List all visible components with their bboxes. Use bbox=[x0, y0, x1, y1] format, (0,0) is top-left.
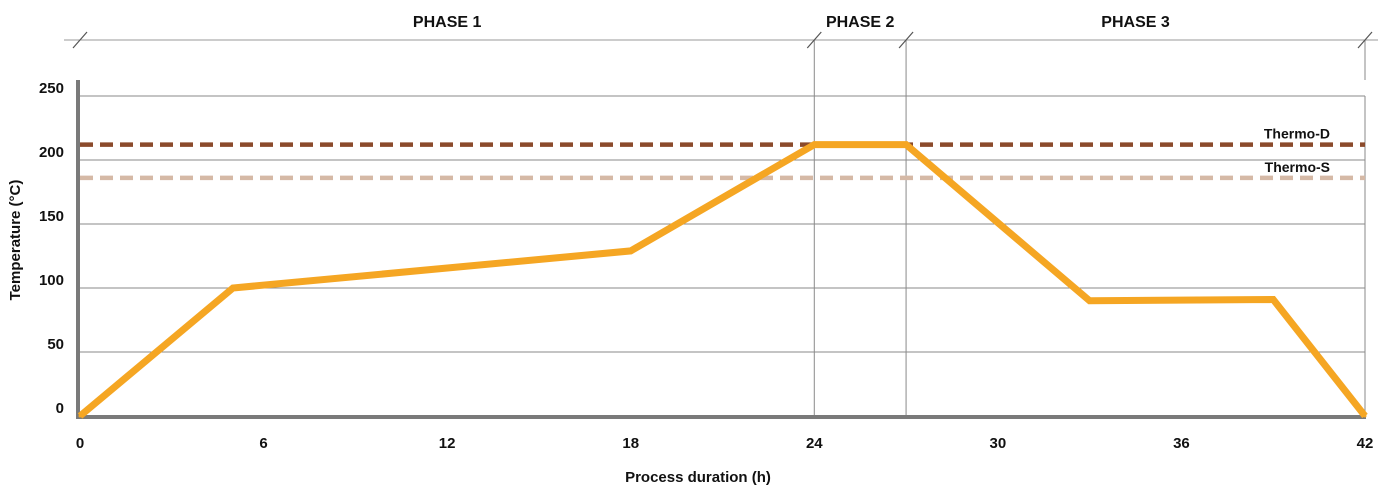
y-axis-line bbox=[76, 80, 80, 418]
gridlines bbox=[80, 40, 1366, 416]
data-point-0 bbox=[78, 414, 82, 418]
phase-tick-0 bbox=[72, 31, 88, 49]
y-tick-label-50: 50 bbox=[47, 336, 64, 353]
phase-label-2: PHASE 2 bbox=[826, 14, 895, 31]
y-tick-label-0: 0 bbox=[56, 400, 64, 417]
x-tick-label-12: 12 bbox=[439, 435, 456, 452]
x-tick-label-36: 36 bbox=[1173, 435, 1190, 452]
x-axis-title: Process duration (h) bbox=[625, 469, 771, 486]
x-tick-label-30: 30 bbox=[990, 435, 1007, 452]
data-point-5 bbox=[1088, 299, 1092, 303]
data-point-3 bbox=[812, 143, 816, 147]
phase-tick-42 bbox=[1357, 31, 1373, 49]
data-point-6 bbox=[1271, 298, 1275, 302]
reference-label-thermo-d: Thermo-D bbox=[1264, 126, 1330, 142]
y-axis-title: Temperature (°C) bbox=[7, 180, 24, 301]
x-tick-label-0: 0 bbox=[76, 435, 84, 452]
data-point-2 bbox=[629, 249, 633, 253]
phase-label-1: PHASE 1 bbox=[413, 14, 482, 31]
y-tick-label-250: 250 bbox=[39, 80, 64, 97]
data-point-4 bbox=[904, 143, 908, 147]
phase-tick-27 bbox=[898, 31, 914, 49]
y-tick-label-150: 150 bbox=[39, 208, 64, 225]
labels: Process duration (h) Temperature (°C) 0 5… bbox=[7, 80, 1373, 486]
reference-lines: Thermo-D Thermo-S bbox=[80, 126, 1365, 181]
phase-tick-24 bbox=[806, 31, 822, 49]
x-tick-label-18: 18 bbox=[622, 435, 639, 452]
y-tick-label-200: 200 bbox=[39, 144, 64, 161]
phase-bar: PHASE 1 PHASE 2 PHASE 3 bbox=[64, 14, 1378, 49]
x-tick-label-24: 24 bbox=[806, 435, 823, 452]
data-point-1 bbox=[231, 286, 235, 290]
data-point-7 bbox=[1363, 414, 1367, 418]
series-layer bbox=[77, 141, 1368, 419]
reference-label-thermo-s: Thermo-S bbox=[1265, 159, 1330, 175]
x-tick-label-6: 6 bbox=[259, 435, 267, 452]
x-axis-line bbox=[76, 415, 1366, 419]
phase-label-3: PHASE 3 bbox=[1101, 14, 1170, 31]
x-tick-label-42: 42 bbox=[1357, 435, 1374, 452]
axes bbox=[76, 80, 1366, 419]
temperature-series-line bbox=[77, 141, 1368, 419]
y-tick-label-100: 100 bbox=[39, 272, 64, 289]
